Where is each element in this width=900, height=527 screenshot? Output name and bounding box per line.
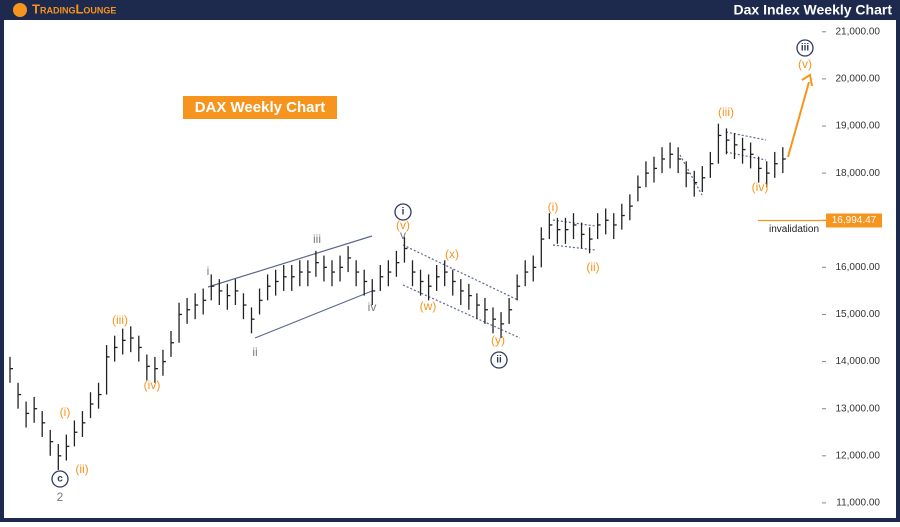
wave-label: c (57, 474, 63, 485)
wave-circle (51, 470, 69, 488)
wave-label: (iv) (144, 378, 161, 392)
wave-label: (i) (548, 200, 559, 214)
y-tick-label: 21,000.00 (836, 26, 881, 37)
wave-circle (490, 351, 508, 369)
wave-label: (v) (798, 57, 812, 71)
wave-label: (iii) (112, 313, 128, 327)
invalidation-label: invalidation (769, 224, 819, 235)
subtitle-box (183, 96, 337, 119)
wave-label: (ii) (75, 462, 88, 476)
plot-background (4, 20, 896, 518)
projection-arrow-head (801, 73, 813, 87)
y-tick-label: 13,000.00 (836, 403, 881, 414)
y-tick-label: 11,000.00 (836, 498, 880, 509)
y-tick-label: 18,000.00 (836, 168, 881, 179)
wave-circle (394, 203, 412, 221)
wave-label: (i) (60, 405, 71, 419)
y-tick-label: 15,000.00 (836, 309, 881, 320)
y-tick-label: 16,000.00 (836, 262, 881, 273)
wave-label: (ii) (586, 260, 599, 274)
wave-label: (w) (420, 299, 437, 313)
invalidation-box (826, 213, 882, 228)
invalidation-value: 16,994.47 (832, 215, 877, 226)
wave-label: (v) (396, 218, 410, 232)
trendlines (207, 131, 767, 339)
wave-label: i (402, 207, 405, 218)
chart-title: Dax Index Weekly Chart (734, 2, 893, 18)
brand: TradingLounge (32, 1, 116, 16)
wave-label: (iv) (752, 180, 769, 194)
y-tick-label: 14,000.00 (836, 356, 881, 367)
wave-label: iv (368, 300, 377, 314)
y-tick-label: 12,000.00 (836, 450, 881, 461)
wave-label: (iii) (718, 105, 734, 119)
wave-label: (x) (445, 247, 459, 261)
subtitle: DAX Weekly Chart (195, 99, 326, 116)
wave-label: 2 (57, 490, 64, 504)
y-tick-label: 20,000.00 (836, 74, 881, 85)
wave-circle (796, 39, 814, 57)
projection-arrow (787, 81, 810, 158)
wave-label: i (207, 264, 210, 278)
logo-icon (13, 3, 27, 17)
wave-label: (y) (491, 333, 505, 347)
wave-label: iii (801, 43, 810, 54)
y-tick-label: 19,000.00 (836, 121, 881, 132)
wave-label: iii (313, 232, 321, 246)
wave-label: ii (252, 345, 257, 359)
wave-label: ii (496, 355, 502, 366)
wave-label: v (400, 228, 406, 242)
